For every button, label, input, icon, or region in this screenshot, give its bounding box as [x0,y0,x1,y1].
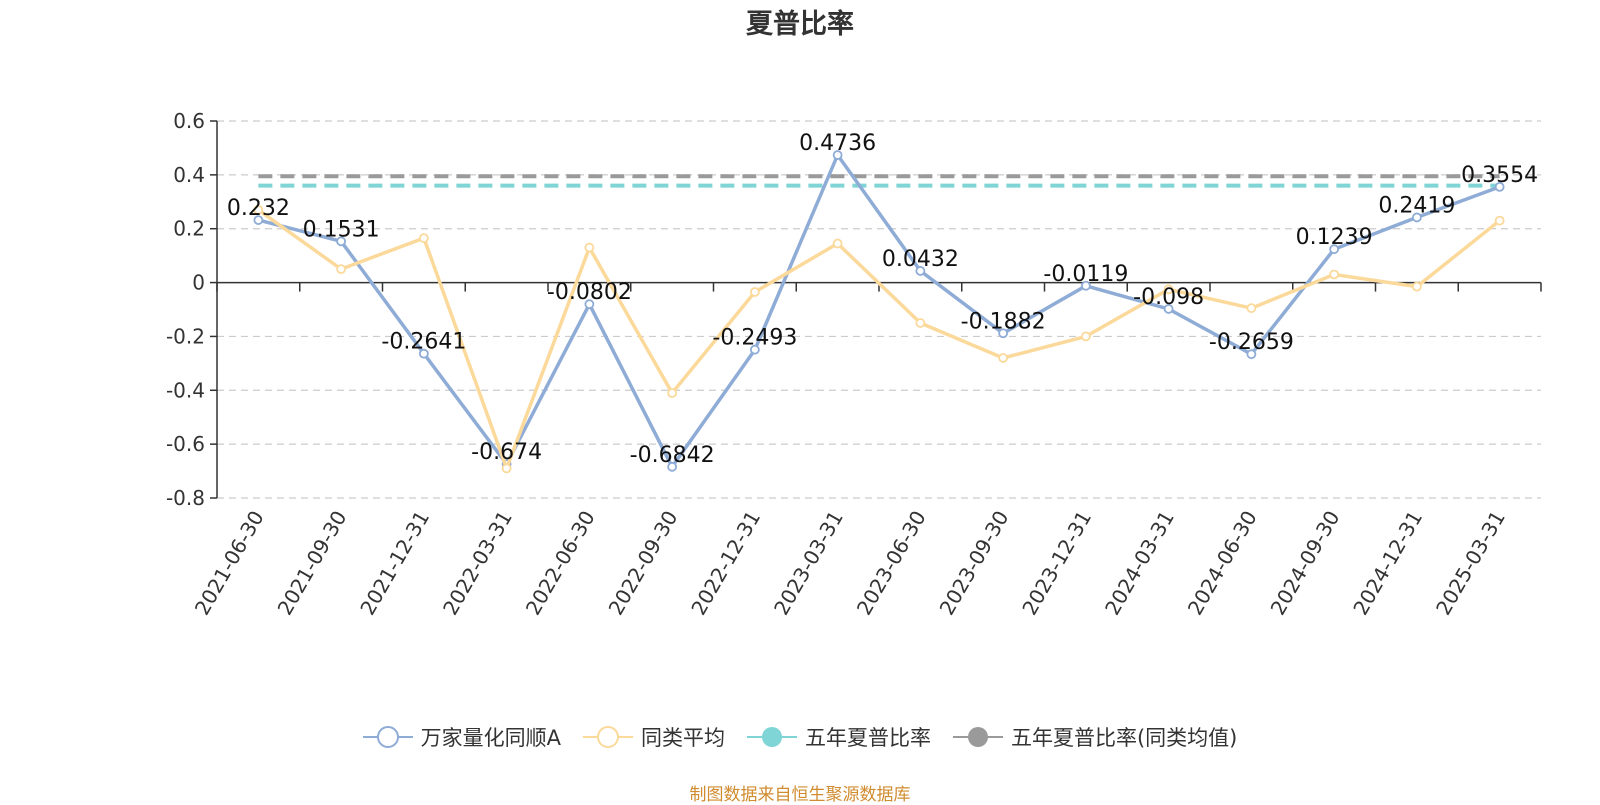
data-point [418,233,429,244]
series-line [257,208,1501,471]
x-tick-label: 2022-09-30 [604,507,683,620]
data-point [667,461,678,472]
legend-label: 万家量化同顺A [420,726,561,750]
x-tick-label: 2024-06-30 [1183,507,1262,620]
data-label: -0.0802 [547,280,632,305]
x-tick-label: 2024-12-31 [1348,507,1427,620]
data-label: -0.1882 [961,309,1046,334]
legend-label: 同类平均 [640,726,725,750]
data-point [1080,331,1091,342]
data-labels: 0.232 0.1531 -0.2641 -0.674 -0.0802 -0.6842 -0… [227,131,1538,468]
data-label: 0.1239 [1296,225,1373,250]
filled-circle-icon [952,727,1003,747]
data-label: -0.098 [1133,285,1204,310]
x-tick-label: 2022-12-31 [686,507,765,620]
x-tick-label: 2022-06-30 [521,507,600,620]
y-tick-label: -0.2 [166,324,205,348]
data-point [1494,215,1505,226]
data-point [749,287,760,297]
data-point [1080,280,1091,291]
x-tick-label: 2023-06-30 [852,507,931,620]
data-point [915,266,926,276]
data-label: -0.2641 [381,330,466,355]
data-point [1163,284,1174,295]
data-label: 0.0432 [882,247,959,272]
y-tick-label: -0.6 [166,432,205,456]
x-tick-label: 2024-03-31 [1100,507,1179,620]
data-label: -0.674 [471,440,542,465]
x-tick-label: 2023-09-30 [935,507,1014,620]
x-tick-label: 2021-06-30 [190,507,269,620]
y-tick-label: -0.4 [166,378,205,402]
data-point [418,348,429,359]
legend-item-five-year-sharpe[interactable]: 五年夏普比率 [746,722,931,752]
series-lines [253,150,1505,474]
legend: 万家量化同顺A 同类平均 五年夏普比率 五年夏普比率(同类均值) [0,722,1600,752]
data-point [1494,181,1505,192]
data-label: -0.2659 [1209,330,1294,355]
hollow-circle-icon [582,726,633,748]
y-tick-label: 0 [192,271,205,295]
data-point [336,236,347,247]
y-tick-label: 0.2 [173,217,205,241]
x-tick-label: 2023-03-31 [769,507,848,620]
data-point [253,204,264,215]
data-point [998,353,1009,363]
chart-title: 夏普比率 [746,8,854,40]
data-label: 0.3554 [1461,163,1538,188]
data-label: -0.2493 [712,326,797,351]
data-point [501,463,512,474]
hollow-circle-icon [362,726,413,748]
data-label: 0.4736 [799,131,876,156]
y-tick-label: 0.4 [173,163,205,187]
data-point [1163,304,1174,314]
data-point [667,388,678,398]
legend-label: 五年夏普比率 [804,726,931,750]
data-label: 0.2419 [1378,193,1455,218]
data-label: -0.6842 [630,443,715,468]
filled-circle-icon [746,727,797,747]
data-point [1411,281,1422,292]
x-tick-label: 2025-03-31 [1431,507,1510,620]
data-point [998,328,1009,339]
reference-lines [258,174,1500,188]
x-tick-label: 2021-12-31 [355,507,434,620]
y-tick-label: 0.6 [173,109,205,133]
series-line [257,153,1501,469]
data-point [584,242,595,253]
data-point [584,299,595,310]
x-tick-label: 2021-09-30 [273,507,352,620]
data-point [915,318,926,328]
legend-item-fund[interactable]: 万家量化同顺A [362,722,561,752]
legend-label: 五年夏普比率(同类均值) [1010,726,1238,750]
legend-item-peer-average[interactable]: 同类平均 [582,722,725,752]
data-label: -0.0119 [1043,262,1128,287]
data-point [253,215,264,225]
data-point [1246,349,1257,360]
data-source-note: 制图数据来自恒生聚源数据库 [689,785,911,805]
x-tick-label: 2024-09-30 [1266,507,1345,620]
data-point [1329,269,1340,280]
x-tick-label: 2022-03-31 [438,507,517,620]
legend-item-five-year-sharpe-peer[interactable]: 五年夏普比率(同类均值) [952,722,1238,752]
data-point [832,150,843,160]
data-point [1329,244,1340,255]
x-tick-label: 2023-12-31 [1017,507,1096,620]
data-point [832,238,843,249]
data-point [336,264,347,275]
data-point [749,344,760,355]
data-point [1411,212,1422,223]
y-tick-label: -0.8 [166,486,205,510]
data-point [1246,303,1257,314]
data-label: 0.232 [227,196,290,221]
data-label: 0.1531 [303,217,380,242]
